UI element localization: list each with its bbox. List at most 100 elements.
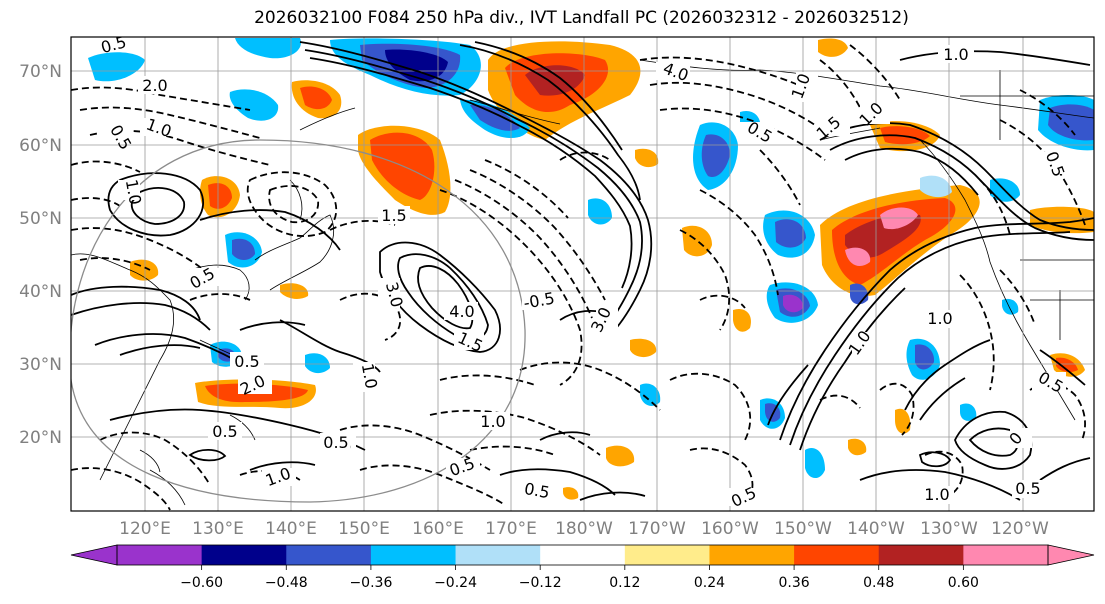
div-negative-region	[470, 104, 520, 131]
colorbar-segment	[286, 545, 372, 565]
lat-tick-label: 70°N	[19, 62, 62, 82]
colorbar-segment	[455, 545, 541, 565]
div-positive-region	[682, 225, 712, 257]
figure-title: 2026032100 F084 250 hPa div., IVT Landfa…	[254, 8, 909, 28]
map-area: 0.5 2.0 1.0 0.5 1.0 1.5 0.5 3.0 4.0 1.5 …	[71, 32, 1094, 511]
div-positive-region	[1030, 206, 1094, 234]
contour-label: 2.0	[142, 76, 167, 95]
colorbar-segment	[963, 545, 1049, 565]
contour-label: 1.0	[924, 485, 949, 504]
colorbar-tick-label: 0.60	[948, 575, 979, 591]
lat-tick-label: 20°N	[19, 428, 62, 448]
longitude-labels: 120°E 130°E 140°E 150°E 160°E 170°E 180°…	[119, 519, 1049, 539]
contour-labels: 0.5 2.0 1.0 0.5 1.0 1.5 0.5 3.0 4.0 1.5 …	[99, 32, 1068, 511]
lon-tick-label: 150°E	[338, 519, 390, 539]
colorbar-tick-label: −0.48	[265, 575, 308, 591]
divergence-shading	[88, 38, 1094, 500]
lon-tick-label: 170°E	[485, 519, 537, 539]
lat-tick-label: 60°N	[19, 136, 62, 156]
contour-label: 0.5	[323, 433, 348, 452]
lon-tick-label: 170°W	[628, 519, 686, 539]
div-negative-region	[783, 294, 804, 313]
colorbar-segment	[794, 545, 880, 565]
lon-tick-label: 180°W	[555, 519, 613, 539]
colorbar-segment	[709, 545, 795, 565]
div-negative-region	[1002, 298, 1019, 315]
div-positive-region	[895, 408, 911, 434]
div-negative-region	[88, 52, 145, 82]
div-positive-region	[733, 308, 751, 332]
div-positive-region	[525, 65, 585, 96]
contour-label: 1.0	[480, 412, 505, 431]
colorbar-segment	[201, 545, 287, 565]
contour-label: 0.5	[234, 352, 259, 371]
colorbar-tick-label: 0.12	[609, 575, 640, 591]
lon-tick-label: 120°E	[119, 519, 171, 539]
div-negative-region	[232, 238, 255, 260]
div-positive-region	[563, 487, 579, 500]
colorbar-segment	[117, 545, 203, 565]
div-positive-region	[845, 247, 871, 266]
div-positive-region	[818, 38, 848, 57]
lon-tick-label: 140°E	[265, 519, 317, 539]
colorbar-segments	[117, 545, 1049, 565]
div-negative-region	[915, 344, 935, 370]
div-negative-region	[920, 175, 952, 198]
ivt-contours-positive	[71, 41, 1094, 501]
div-positive-region	[630, 338, 657, 358]
colorbar-tick-label: −0.36	[349, 575, 392, 591]
ivt-contours-negative	[71, 44, 1086, 511]
contour-label: 1.0	[358, 362, 381, 390]
contour-label: 1.0	[927, 309, 952, 328]
colorbar-ticks: −0.60 −0.48 −0.36 −0.24 −0.12 0.12 0.24 0.36 0.4…	[180, 565, 979, 591]
contour-label: 1.0	[122, 178, 145, 206]
div-positive-region	[1056, 357, 1078, 373]
contour-label: 0.5	[1015, 479, 1040, 498]
colorbar-extend-max	[1047, 544, 1095, 566]
lon-tick-label: 130°E	[192, 519, 244, 539]
lat-tick-label: 30°N	[19, 355, 62, 375]
div-negative-region	[960, 403, 977, 421]
contour-label: 0.5	[99, 32, 129, 57]
div-negative-region	[229, 89, 279, 121]
colorbar-segment	[540, 545, 626, 565]
lon-tick-label: 120°W	[991, 519, 1049, 539]
lon-tick-label: 150°W	[774, 519, 832, 539]
lon-tick-label: 130°W	[920, 519, 978, 539]
div-positive-region	[300, 86, 332, 110]
colorbar: −0.60 −0.48 −0.36 −0.24 −0.12 0.12 0.24 0.36 0.4…	[70, 544, 1095, 591]
lon-tick-label: 160°W	[701, 519, 759, 539]
lat-tick-label: 50°N	[19, 209, 62, 229]
div-negative-region	[775, 219, 806, 248]
div-negative-region	[805, 448, 825, 479]
contour-label: 4.0	[449, 302, 474, 321]
lat-tick-label: 40°N	[19, 282, 62, 302]
colorbar-segment	[878, 545, 964, 565]
contour-label: 0.5	[212, 422, 237, 441]
div-negative-region	[640, 383, 661, 406]
map-frame	[70, 36, 1095, 512]
contour-label: 1.0	[943, 45, 968, 64]
div-positive-region	[606, 445, 635, 467]
colorbar-tick-label: 0.24	[694, 575, 725, 591]
colorbar-segment	[370, 545, 457, 565]
colorbar-extend-min	[70, 544, 118, 566]
colorbar-tick-label: 0.36	[779, 575, 810, 591]
contour-label: 1.5	[381, 206, 406, 225]
colorbar-tick-label: −0.12	[519, 575, 562, 591]
div-positive-region	[848, 438, 867, 456]
lon-tick-label: 140°W	[847, 519, 905, 539]
lon-tick-label: 160°E	[412, 519, 464, 539]
div-negative-region	[235, 38, 301, 59]
contour-label: 0.5	[523, 479, 551, 502]
radius-circle	[71, 139, 526, 503]
colorbar-tick-label: 0.48	[863, 575, 894, 591]
latitude-labels: 70°N 60°N 50°N 40°N 30°N 20°N	[19, 62, 62, 448]
colorbar-tick-label: −0.24	[434, 575, 477, 591]
colorbar-tick-label: −0.60	[180, 575, 223, 591]
div-negative-region	[305, 353, 330, 374]
colorbar-outline	[116, 544, 1049, 566]
div-positive-region	[635, 148, 659, 168]
div-positive-region	[208, 183, 232, 209]
